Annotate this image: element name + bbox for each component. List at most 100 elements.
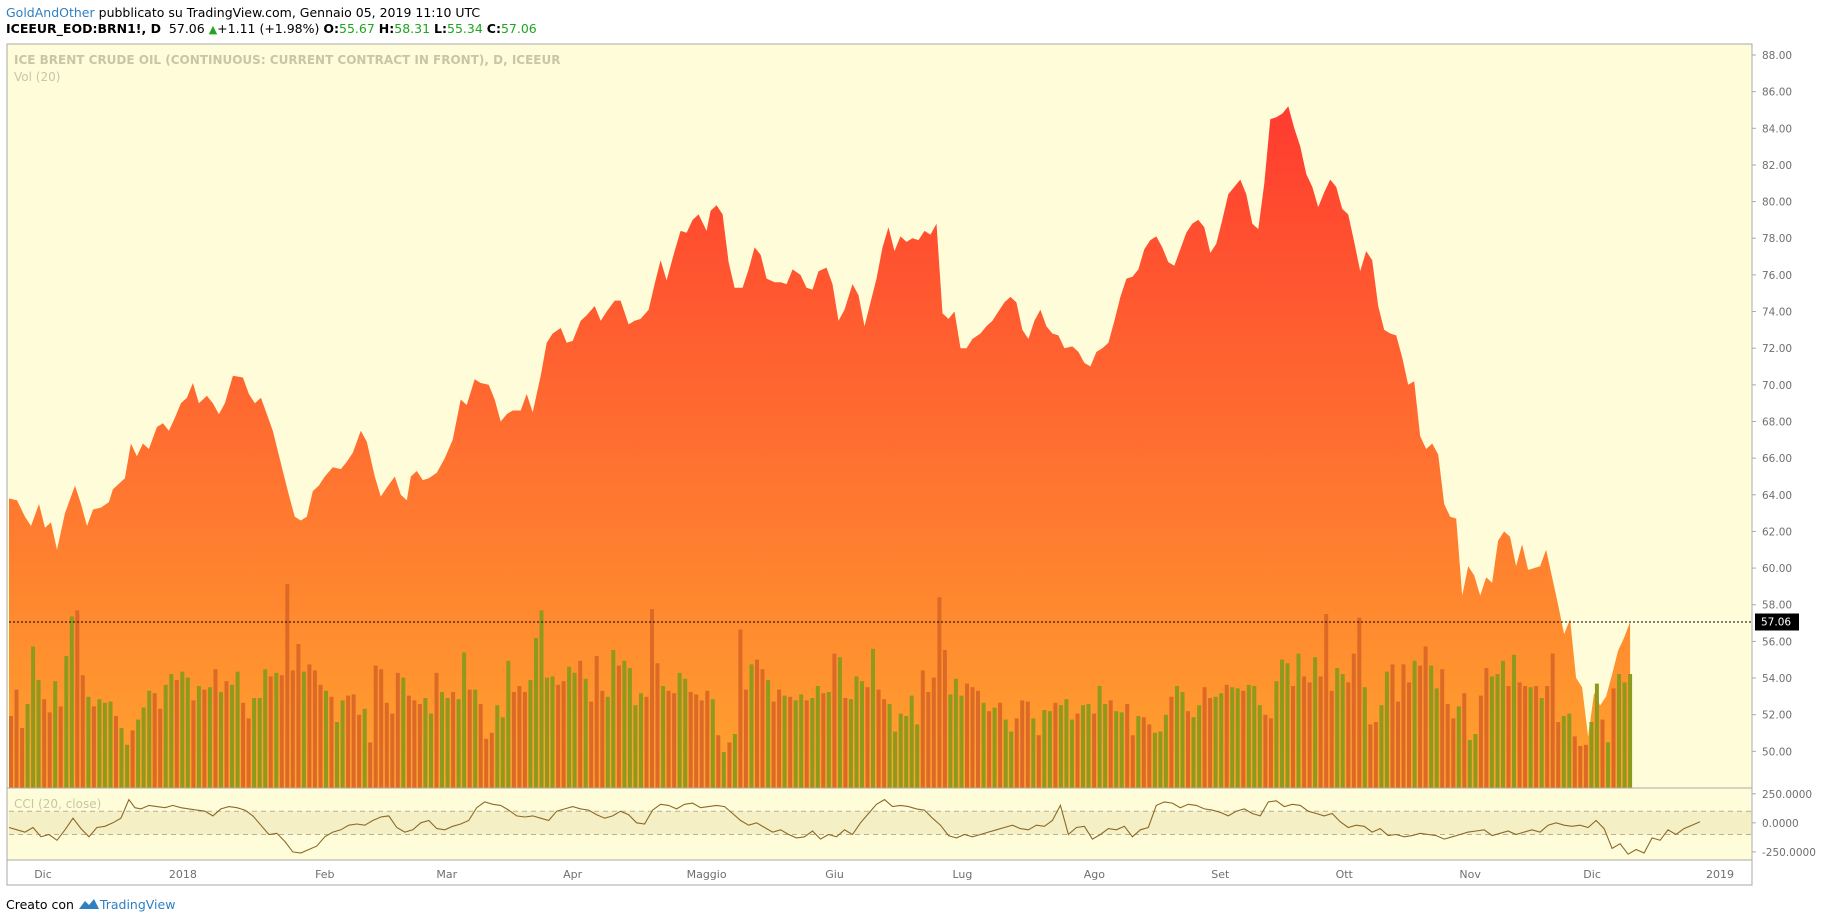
volume-bar bbox=[627, 668, 632, 788]
volume-bar bbox=[58, 706, 63, 788]
volume-bar bbox=[1014, 718, 1019, 788]
volume-bar bbox=[108, 701, 113, 788]
volume-bar bbox=[981, 702, 986, 788]
price-tick-label: 50.00 bbox=[1762, 746, 1792, 758]
time-tick-label: Ago bbox=[1084, 868, 1106, 881]
volume-bar bbox=[158, 708, 163, 788]
volume-bar bbox=[1025, 701, 1030, 788]
time-tick-label: Giu bbox=[825, 868, 844, 881]
volume-bar bbox=[1197, 705, 1202, 788]
volume-bar bbox=[1335, 668, 1340, 788]
volume-bar bbox=[97, 699, 102, 788]
volume-bar bbox=[970, 687, 975, 788]
volume-bar bbox=[1495, 674, 1500, 788]
volume-bar bbox=[920, 670, 925, 788]
volume-bar bbox=[743, 689, 748, 788]
publish-info: pubblicato su TradingView.com, Gennaio 0… bbox=[98, 5, 481, 20]
price-change: +1.11 (+1.98%) bbox=[217, 21, 320, 36]
volume-bar bbox=[141, 707, 146, 788]
author-link[interactable]: GoldAndOther bbox=[6, 5, 95, 20]
volume-bar bbox=[20, 728, 25, 788]
footer: Creato con TradingView bbox=[6, 897, 175, 912]
volume-bar bbox=[1263, 714, 1268, 788]
chart-title: ICE BRENT CRUDE OIL (CONTINUOUS: CURRENT… bbox=[14, 53, 560, 67]
volume-bar bbox=[42, 699, 47, 788]
low-value: 55.34 bbox=[447, 21, 483, 36]
volume-bar bbox=[528, 680, 533, 788]
volume-bar bbox=[1086, 704, 1091, 788]
last-price: 57.06 bbox=[168, 21, 205, 36]
volume-bar bbox=[1517, 682, 1522, 788]
volume-bar bbox=[241, 702, 246, 788]
volume-bar bbox=[677, 672, 682, 788]
volume-bar bbox=[1528, 687, 1533, 788]
price-tick-label: 74.00 bbox=[1762, 307, 1792, 319]
price-axis[interactable]: 50.00 52.00 54.00 56.00 58.00 60.00 62.00 64.00… bbox=[1752, 50, 1816, 859]
volume-bar bbox=[257, 698, 262, 788]
price-tick-label: 76.00 bbox=[1762, 270, 1792, 282]
up-arrow-icon: ▲ bbox=[208, 23, 218, 36]
tradingview-link[interactable]: TradingView bbox=[99, 897, 176, 912]
open-value: 55.67 bbox=[339, 21, 375, 36]
current-price-tag: 57.06 bbox=[1755, 613, 1799, 631]
volume-bar bbox=[1307, 682, 1312, 788]
volume-bar bbox=[904, 716, 909, 788]
volume-bar bbox=[290, 670, 295, 788]
volume-bar bbox=[1042, 710, 1047, 788]
volume-bar bbox=[406, 695, 411, 788]
volume-bar bbox=[1302, 676, 1307, 788]
cci-label: CCI (20, close) bbox=[14, 797, 101, 811]
volume-bar bbox=[445, 698, 450, 788]
volume-bar bbox=[440, 692, 444, 788]
time-axis[interactable] bbox=[6, 859, 1753, 886]
volume-bar bbox=[1423, 646, 1428, 788]
volume-bar bbox=[755, 659, 759, 788]
volume-bar bbox=[1351, 653, 1356, 788]
volume-bar bbox=[1611, 688, 1616, 788]
current-price-tag-box bbox=[1755, 613, 1799, 631]
price-area bbox=[9, 106, 1631, 789]
cci-band bbox=[9, 811, 1752, 835]
price-tick-label: 58.00 bbox=[1762, 600, 1792, 612]
volume-bar bbox=[1158, 731, 1163, 788]
volume-bar bbox=[909, 695, 914, 788]
volume-bar bbox=[1606, 742, 1610, 788]
volume-bar bbox=[429, 713, 433, 788]
volume-bar bbox=[1053, 702, 1058, 788]
volume-bar bbox=[843, 698, 848, 788]
volume-bar bbox=[572, 672, 577, 788]
volume-bar bbox=[75, 610, 80, 788]
volume-bar bbox=[14, 689, 19, 788]
volume-bar bbox=[147, 690, 152, 788]
volume-bar bbox=[274, 672, 279, 788]
volume-bar bbox=[219, 692, 223, 788]
volume-bar bbox=[1224, 684, 1229, 788]
volume-bar bbox=[434, 672, 439, 788]
volume-bar bbox=[556, 684, 561, 788]
symbol-label[interactable]: ICEEUR_EOD:BRN1!, D bbox=[6, 21, 161, 36]
volume-bar bbox=[1152, 732, 1157, 788]
volume-bar bbox=[1539, 698, 1544, 788]
volume-bar bbox=[36, 680, 41, 788]
volume-bar bbox=[1617, 674, 1621, 788]
volume-bar bbox=[1567, 713, 1572, 788]
volume-bar bbox=[694, 694, 699, 788]
volume-bar bbox=[810, 698, 815, 788]
high-value: 58.31 bbox=[394, 21, 431, 36]
volume-bar bbox=[534, 638, 538, 788]
volume-bar bbox=[462, 652, 467, 788]
volume-bar bbox=[1097, 686, 1102, 788]
tradingview-logo-icon bbox=[78, 899, 99, 909]
volume-bar bbox=[992, 707, 997, 788]
volume-bar bbox=[53, 681, 58, 788]
volume-bar bbox=[1418, 665, 1423, 788]
volume-bar bbox=[578, 660, 583, 788]
price-tick-label: 66.00 bbox=[1762, 453, 1792, 465]
volume-bar bbox=[848, 699, 853, 788]
volume-bar bbox=[1462, 693, 1467, 788]
volume-bar bbox=[1384, 671, 1389, 788]
volume-bar bbox=[1081, 705, 1085, 788]
volume-bar bbox=[561, 681, 566, 788]
volume-bar bbox=[959, 695, 964, 788]
